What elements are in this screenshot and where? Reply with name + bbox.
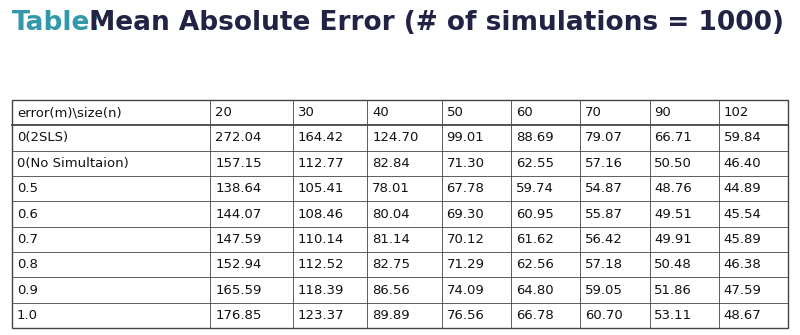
Text: 157.15: 157.15 — [215, 157, 262, 170]
Text: 89.89: 89.89 — [372, 309, 410, 322]
Text: 0(2SLS): 0(2SLS) — [17, 132, 68, 144]
Text: 62.56: 62.56 — [516, 258, 554, 271]
Text: 165.59: 165.59 — [215, 283, 262, 296]
Text: 71.30: 71.30 — [446, 157, 485, 170]
Text: 0.8: 0.8 — [17, 258, 38, 271]
Text: 49.91: 49.91 — [654, 233, 692, 246]
Text: 105.41: 105.41 — [298, 182, 344, 195]
Text: 66.78: 66.78 — [516, 309, 554, 322]
Text: 40: 40 — [372, 106, 389, 119]
Text: 123.37: 123.37 — [298, 309, 345, 322]
Text: 99.01: 99.01 — [446, 132, 484, 144]
Text: 0.5: 0.5 — [17, 182, 38, 195]
Text: 44.89: 44.89 — [723, 182, 761, 195]
Text: 70.12: 70.12 — [446, 233, 485, 246]
Text: 53.11: 53.11 — [654, 309, 693, 322]
Text: 30: 30 — [298, 106, 315, 119]
Text: 49.51: 49.51 — [654, 207, 692, 220]
Text: error(m)\size(n): error(m)\size(n) — [17, 106, 122, 119]
Text: 88.69: 88.69 — [516, 132, 554, 144]
Text: 112.77: 112.77 — [298, 157, 345, 170]
Text: 112.52: 112.52 — [298, 258, 345, 271]
Text: 82.84: 82.84 — [372, 157, 410, 170]
Text: 54.87: 54.87 — [585, 182, 623, 195]
Text: 74.09: 74.09 — [446, 283, 484, 296]
Text: 79.07: 79.07 — [585, 132, 623, 144]
Text: 64.80: 64.80 — [516, 283, 554, 296]
Text: 55.87: 55.87 — [585, 207, 623, 220]
Text: 1.0: 1.0 — [17, 309, 38, 322]
Text: 70: 70 — [585, 106, 602, 119]
Text: 67.78: 67.78 — [446, 182, 485, 195]
Text: 50: 50 — [446, 106, 463, 119]
Text: 45.89: 45.89 — [723, 233, 762, 246]
Text: 62.55: 62.55 — [516, 157, 554, 170]
Text: 81.14: 81.14 — [372, 233, 410, 246]
Text: 80.04: 80.04 — [372, 207, 410, 220]
Text: 0.7: 0.7 — [17, 233, 38, 246]
Text: 50.50: 50.50 — [654, 157, 692, 170]
Text: 90: 90 — [654, 106, 671, 119]
Text: 118.39: 118.39 — [298, 283, 344, 296]
Text: 144.07: 144.07 — [215, 207, 262, 220]
Text: 164.42: 164.42 — [298, 132, 344, 144]
Text: 0(No Simultaion): 0(No Simultaion) — [17, 157, 129, 170]
Text: 82.75: 82.75 — [372, 258, 410, 271]
Text: 108.46: 108.46 — [298, 207, 344, 220]
Text: 176.85: 176.85 — [215, 309, 262, 322]
Text: 48.67: 48.67 — [723, 309, 762, 322]
Text: 147.59: 147.59 — [215, 233, 262, 246]
Text: 61.62: 61.62 — [516, 233, 554, 246]
Text: 124.70: 124.70 — [372, 132, 418, 144]
Text: 86.56: 86.56 — [372, 283, 410, 296]
Text: 0.9: 0.9 — [17, 283, 38, 296]
Text: 272.04: 272.04 — [215, 132, 262, 144]
Text: 0.6: 0.6 — [17, 207, 38, 220]
Text: 46.40: 46.40 — [723, 157, 761, 170]
Text: 76.56: 76.56 — [446, 309, 485, 322]
Text: 47.59: 47.59 — [723, 283, 762, 296]
Text: 152.94: 152.94 — [215, 258, 262, 271]
Text: 48.76: 48.76 — [654, 182, 692, 195]
Text: 57.16: 57.16 — [585, 157, 623, 170]
Text: 57.18: 57.18 — [585, 258, 623, 271]
Text: 20: 20 — [215, 106, 232, 119]
Text: 56.42: 56.42 — [585, 233, 623, 246]
Text: 59.74: 59.74 — [516, 182, 554, 195]
Text: 46.38: 46.38 — [723, 258, 762, 271]
Text: 110.14: 110.14 — [298, 233, 344, 246]
Text: 102: 102 — [723, 106, 749, 119]
Text: 59.84: 59.84 — [723, 132, 762, 144]
Text: 138.64: 138.64 — [215, 182, 262, 195]
Text: Table:: Table: — [12, 10, 101, 36]
Text: 60.70: 60.70 — [585, 309, 623, 322]
Text: 51.86: 51.86 — [654, 283, 692, 296]
Text: 66.71: 66.71 — [654, 132, 692, 144]
Text: 59.05: 59.05 — [585, 283, 623, 296]
Text: Mean Absolute Error (# of simulations = 1000): Mean Absolute Error (# of simulations = … — [80, 10, 784, 36]
Text: 78.01: 78.01 — [372, 182, 410, 195]
Text: 60.95: 60.95 — [516, 207, 554, 220]
Text: 60: 60 — [516, 106, 533, 119]
Text: 69.30: 69.30 — [446, 207, 484, 220]
Text: 50.48: 50.48 — [654, 258, 692, 271]
Text: 71.29: 71.29 — [446, 258, 485, 271]
Text: 45.54: 45.54 — [723, 207, 762, 220]
